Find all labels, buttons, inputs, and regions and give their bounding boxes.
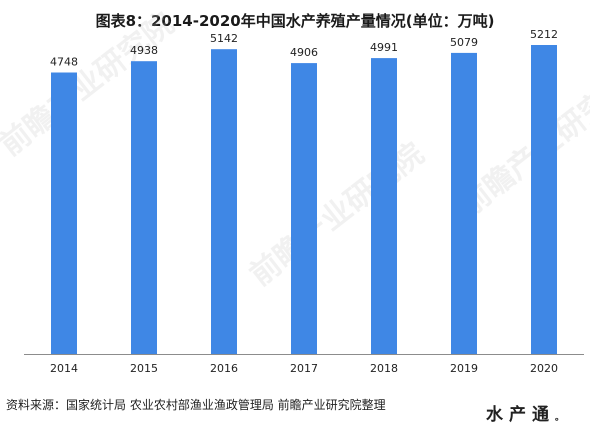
bars-group [51,45,557,355]
x-tick-label: 2014 [50,362,78,375]
x-tick-label: 2017 [290,362,318,375]
bar-2019 [451,52,477,355]
chart-title: 图表8：2014-2020年中国水产养殖产量情况(单位：万吨) [95,12,495,30]
bar-value-label: 5212 [530,28,558,41]
brand-logo: 水产通。 [486,400,564,425]
bar-2015 [131,61,157,354]
brand-logo-mark: 。 [555,413,565,423]
bar-2020 [531,45,557,354]
source-note: 资料来源：国家统计局 农业农村部渔业渔政管理局 前瞻产业研究院整理 [6,398,386,412]
x-tick-label: 2015 [130,362,158,375]
bar-value-label: 5079 [450,36,478,49]
x-tick-label: 2019 [450,362,478,375]
bar-value-label: 5142 [210,32,238,45]
bar-2014 [51,72,77,354]
bar-value-label: 4991 [370,41,398,54]
x-tick-label: 2018 [370,362,398,375]
bar-value-label: 4906 [290,46,318,59]
bar-2016 [211,49,237,354]
x-axis-ticks: 2014 2015 2016 2017 2018 2019 2020 [50,362,558,375]
bar-value-label: 4938 [130,44,158,57]
bar-value-labels: 4748 4938 5142 4906 4991 5079 5212 [50,28,558,69]
x-tick-label: 2020 [530,362,558,375]
bar-2018 [371,58,397,354]
bar-2017 [291,63,317,354]
bar-value-label: 4748 [50,56,78,69]
x-tick-label: 2016 [210,362,238,375]
brand-logo-text: 水产通 [486,405,555,425]
